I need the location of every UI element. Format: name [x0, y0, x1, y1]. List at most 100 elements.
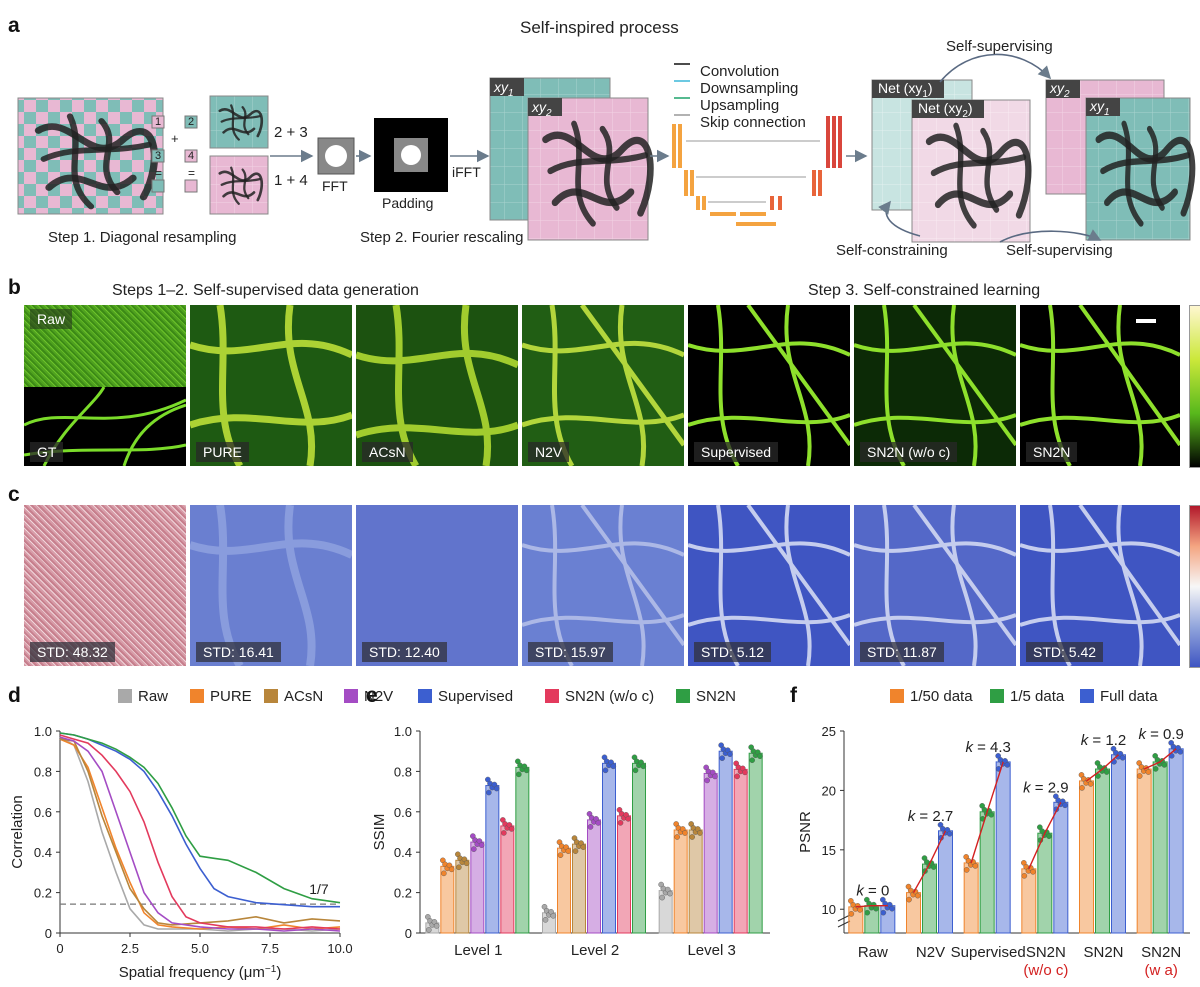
bar-N2V-Level 2	[587, 819, 601, 934]
k-value: = 2.9	[1031, 779, 1069, 796]
bar-SN2N-Level 1	[515, 766, 530, 934]
legend-item-3: N2V	[344, 688, 393, 705]
ifft-label: iFFT	[452, 164, 481, 180]
axis-break	[837, 914, 851, 928]
bar-N2V-Level 1	[470, 841, 485, 934]
grid-num-1: 1	[155, 116, 162, 128]
dot	[873, 905, 879, 912]
tile-supervised: Supervised	[688, 305, 850, 466]
tile-sn2n-woc: SN2N (w/o c)	[854, 305, 1016, 466]
y-tick-label: 0	[45, 926, 52, 941]
bar-Full data-3	[1053, 801, 1069, 934]
dot	[501, 830, 507, 836]
bar-Supervised-Level 1	[485, 785, 500, 934]
dot	[1030, 869, 1036, 875]
y-tick-label: 0.8	[394, 764, 412, 779]
legend-swatch	[418, 689, 432, 703]
x-tick-label: 10.0	[327, 941, 352, 956]
x-axis-label: Spatial frequency (μm−1)	[119, 964, 282, 982]
bar-ACsN-Level 2	[572, 843, 586, 934]
x-tick-label: 2.5	[121, 941, 139, 956]
y-tick-label: 0	[405, 926, 412, 941]
category-label: SN2N	[1083, 944, 1123, 961]
chart-d-correlation: 0 0.2 0.4 0.6 0.8 1.0 0 2.5 5.0 7.5 10.0 Spatial fr…	[9, 724, 353, 982]
k-symbol: k	[1081, 732, 1090, 749]
dot	[659, 894, 665, 901]
trend-line	[1143, 748, 1177, 770]
legend-swatch	[676, 689, 690, 703]
legend-label: 1/5 data	[1010, 688, 1065, 705]
category-label: SN2N	[1141, 944, 1181, 961]
k-symbol: k	[1138, 726, 1147, 743]
x-axis-label-end: )	[276, 964, 281, 981]
y-tick-label: 10	[822, 902, 836, 917]
dot	[757, 753, 763, 760]
k-value: = 4.3	[973, 739, 1011, 756]
bar-1/5 data-3	[1037, 832, 1053, 934]
dot	[426, 927, 432, 933]
dot	[1079, 785, 1085, 791]
dot	[595, 820, 602, 826]
trend-line	[855, 904, 888, 908]
legend-swatch	[1080, 689, 1094, 703]
unet-legend-upsampling: Upsampling	[700, 97, 780, 114]
std-label-sn2n-woc: STD: 11.87	[860, 642, 944, 662]
std-tile-pure: STD: 16.41	[190, 505, 352, 666]
k-label: k = 0	[856, 883, 889, 900]
y-axis-label: SSIM	[371, 814, 388, 851]
x-tick-label: 5.0	[191, 941, 209, 956]
category-label: Level 1	[454, 942, 502, 959]
bar-ACsN-Level 1	[455, 859, 470, 934]
std-label-sn2n: STD: 5.42	[1026, 642, 1104, 662]
right-xy1-label: xy1	[1090, 98, 1110, 118]
series-line-SN2N (w/o c)	[59, 734, 341, 930]
dot	[689, 834, 695, 840]
dot	[1145, 769, 1152, 775]
dot	[587, 824, 594, 830]
dot	[742, 769, 748, 776]
dot	[1161, 762, 1168, 768]
bar-1/5 data-1	[922, 863, 937, 934]
tile-label-sn2n-woc: SN2N (w/o c)	[860, 442, 958, 462]
step2-caption: Step 2. Fourier rescaling	[360, 229, 524, 246]
y-tick-label: 25	[822, 724, 836, 739]
bar-1/5 data-4	[1095, 768, 1110, 934]
panel-letter-c: c	[8, 483, 20, 506]
dot	[610, 763, 617, 770]
bar-Full data-4	[1111, 754, 1126, 934]
dot	[864, 909, 871, 916]
dot	[542, 916, 549, 923]
tile-sn2n: SN2N	[1020, 305, 1180, 466]
legend-item-4: Supervised	[418, 688, 513, 705]
y-tick-label: 20	[822, 783, 836, 798]
series-line-SN2N	[59, 732, 341, 904]
bar-ACsN-Level 3	[688, 829, 703, 934]
bar-Full data-2	[995, 761, 1011, 934]
colorbar-green	[1189, 305, 1200, 468]
legend-label: SN2N	[696, 688, 737, 705]
net-xy2-label: Net (xy2)	[918, 100, 973, 120]
series-line-ACsN	[59, 738, 341, 926]
bar-1/5 data-2	[979, 811, 995, 934]
bar-SN2N-Level 3	[748, 752, 763, 934]
panel-b-right-heading: Step 3. Self-constrained learning	[808, 282, 1041, 299]
plus-sign: +	[171, 131, 179, 146]
dot	[857, 907, 863, 913]
dot	[441, 870, 447, 877]
std-label-pure: STD: 16.41	[196, 642, 281, 662]
self-supervising-bottom: Self-supervising	[1006, 242, 1113, 259]
tile-n2v: N2V	[522, 305, 684, 466]
panel-b-left-heading: Steps 1–2. Self-supervised data generati…	[112, 282, 419, 299]
dot	[523, 767, 530, 774]
dot	[617, 820, 624, 826]
legend-swatch	[118, 689, 132, 703]
panel-letter-e: e	[366, 684, 378, 707]
dot	[906, 896, 912, 903]
legend-item-6: SN2N	[676, 688, 736, 705]
k-value: = 1.2	[1088, 732, 1126, 749]
dot	[930, 864, 937, 870]
dot	[557, 852, 564, 858]
category-label: Supervised	[951, 944, 1026, 961]
unet-legend-downsampling: Downsampling	[700, 80, 799, 97]
bar-Supervised-Level 3	[718, 750, 733, 934]
